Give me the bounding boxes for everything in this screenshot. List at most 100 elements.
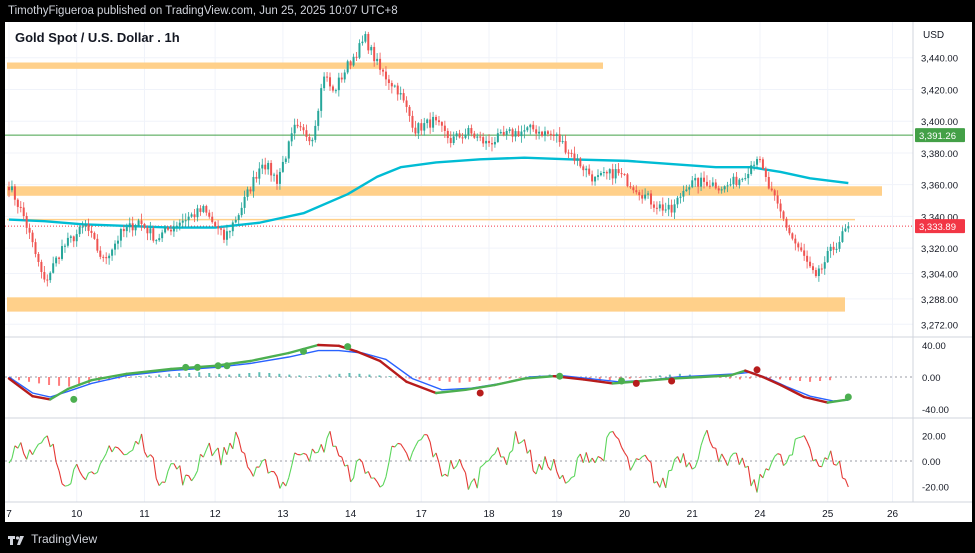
candle-body	[8, 187, 10, 191]
candle	[217, 220, 220, 235]
candle	[449, 131, 452, 148]
candle-body	[34, 242, 37, 255]
candle	[496, 128, 499, 144]
stoch-y-tick-label: 0.00	[922, 457, 941, 468]
candle-body	[488, 140, 491, 144]
candle-body	[641, 195, 644, 199]
macd-signal-segment	[744, 369, 765, 379]
tradingview-footer[interactable]: TradingView	[0, 525, 975, 553]
candle-body	[458, 133, 461, 138]
candle-body	[387, 79, 390, 84]
candle	[520, 125, 523, 143]
candle	[290, 127, 293, 147]
candle	[832, 241, 835, 256]
macd-histogram-bar	[378, 375, 381, 377]
candle-body	[823, 262, 826, 269]
macd-histogram-bar	[78, 377, 81, 385]
candle	[293, 118, 296, 140]
y-tick-label: 3,304.00	[921, 270, 958, 281]
candle-body	[352, 56, 355, 66]
stoch-segment	[108, 445, 113, 453]
candle	[140, 213, 143, 231]
macd-cross-dot	[556, 372, 564, 380]
macd-histogram-bar	[829, 377, 832, 381]
stoch-segment	[450, 460, 455, 470]
stoch-segment	[738, 457, 743, 466]
candle	[597, 169, 599, 181]
candle-body	[275, 174, 278, 184]
candle	[161, 229, 164, 243]
candle-body	[264, 164, 267, 170]
candle-body	[620, 173, 623, 175]
x-tick-label: 11	[139, 509, 150, 520]
candle-body	[349, 61, 352, 66]
candle-body	[564, 141, 567, 153]
candle-body	[667, 204, 670, 210]
price-label-box	[915, 128, 965, 143]
stoch-segment	[798, 436, 802, 439]
stoch-segment	[114, 446, 119, 449]
candle	[320, 83, 323, 118]
stoch-segment	[353, 461, 358, 479]
macd-histogram-bar	[288, 374, 291, 377]
stoch-segment	[818, 465, 822, 468]
chart-svg[interactable]: 3,440.00 3,420.00 3,400.00 3,380.00 3,360.00…	[5, 22, 972, 522]
macd-histogram-bar	[258, 372, 261, 377]
candle-body	[776, 195, 779, 204]
candle-body	[493, 141, 496, 145]
stoch-segment	[317, 444, 322, 453]
stoch-segment	[365, 470, 369, 475]
support-resistance-zones	[5, 62, 913, 312]
stoch-segment	[202, 449, 207, 458]
stoch-segment	[638, 456, 643, 461]
candle-body	[181, 220, 184, 223]
candle	[52, 256, 55, 274]
candle	[273, 172, 276, 182]
candle	[620, 168, 623, 178]
stoch-segment	[750, 479, 755, 487]
stoch-segment	[408, 452, 413, 462]
candle	[602, 167, 605, 177]
candle-body	[617, 169, 620, 174]
candle	[99, 246, 102, 260]
candle-body	[355, 56, 358, 58]
candle	[284, 156, 287, 164]
macd-cross-dot	[753, 366, 761, 374]
candle-body	[464, 134, 467, 138]
macd-signal-segment	[90, 372, 129, 382]
macd-signal-segment	[317, 343, 341, 347]
moving-average-line	[8, 156, 849, 229]
candle-body	[673, 204, 676, 213]
stoch-segment	[361, 462, 366, 474]
candle-body	[847, 226, 850, 229]
candle	[267, 160, 270, 175]
candle	[817, 265, 820, 282]
candle-body	[717, 188, 720, 191]
stoch-segment	[756, 474, 761, 493]
candle	[535, 125, 538, 140]
candle	[529, 123, 532, 135]
candle-body	[382, 69, 385, 72]
chart-panel[interactable]: 3,440.00 3,420.00 3,400.00 3,380.00 3,360.00…	[5, 22, 972, 522]
candle-body	[346, 61, 349, 73]
candle-body	[234, 219, 237, 223]
candle	[705, 175, 708, 187]
macd-pane	[5, 343, 913, 404]
candle	[423, 117, 426, 136]
candle	[806, 250, 809, 269]
candle-body	[75, 234, 78, 242]
macd-histogram-bar	[748, 377, 751, 379]
macd-cross-dot	[214, 362, 222, 370]
stoch-segment	[247, 466, 251, 472]
macd-histogram-bar	[278, 373, 281, 377]
candle	[399, 86, 402, 100]
macd-histogram-bar	[148, 375, 151, 377]
candle-body	[78, 226, 81, 235]
stoch-segment	[200, 453, 204, 458]
candle	[158, 233, 161, 242]
candle-body	[835, 248, 838, 250]
candle-body	[296, 124, 299, 127]
candle-body	[84, 224, 87, 227]
candle-body	[19, 206, 22, 208]
candle	[809, 256, 812, 268]
